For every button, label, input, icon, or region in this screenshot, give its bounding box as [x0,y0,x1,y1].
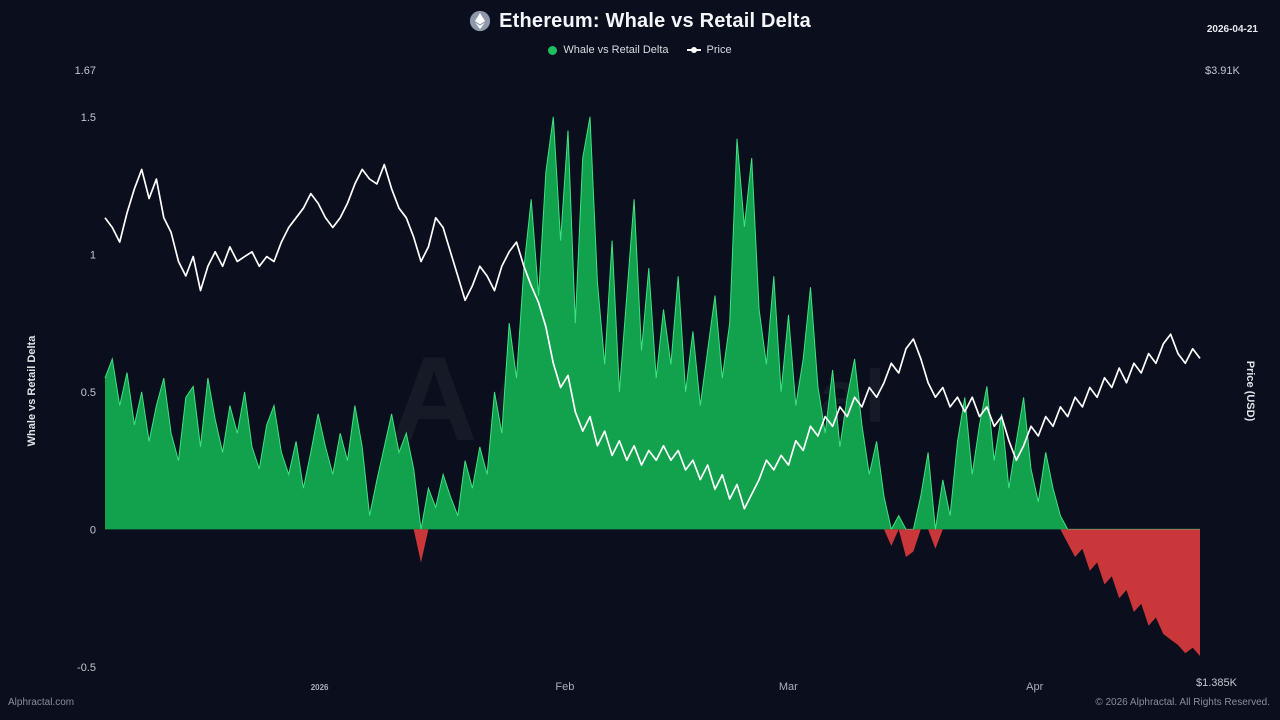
right-axis-bottom-tick: $1.385K [1196,677,1238,689]
delta-area-negative [105,529,1200,656]
price-legend-label: Price [706,44,732,56]
legend-item-delta[interactable]: Whale vs Retail Delta [548,44,669,56]
legend-item-price[interactable]: Price [686,44,732,56]
chart-date: 2026-04-21 [1206,24,1258,35]
right-axis-top-tick: $3.91K [1205,65,1241,77]
legend: Whale vs Retail Delta Price [0,44,1280,56]
x-axis-label: Mar [779,681,798,693]
left-axis-tick: 0 [90,524,96,536]
page-title: Ethereum: Whale vs Retail Delta [499,10,811,32]
x-axis-label: 2026 [311,683,329,692]
price-legend-marker-icon [686,47,701,53]
x-axis-label: Apr [1026,681,1043,693]
left-axis-tick: 1 [90,249,96,261]
delta-legend-dot-icon [548,45,558,55]
price-line [104,163,1201,510]
delta-area-edge [104,116,1200,531]
left-axis-tick: -0.5 [77,662,96,674]
footer-site-link[interactable]: Alphractal.com [8,697,75,708]
ethereum-icon [469,10,491,38]
left-axis-tick: 0.5 [81,387,96,399]
left-axis-tick: 1.5 [81,112,96,124]
left-axis-tick: 1.67 [75,65,96,77]
delta-legend-label: Whale vs Retail Delta [563,44,669,56]
footer-copyright: © 2026 Alphractal. All Rights Reserved. [1095,697,1270,708]
x-axis-label: Feb [555,681,574,693]
page-title-row: Ethereum: Whale vs Retail Delta [0,10,1280,38]
